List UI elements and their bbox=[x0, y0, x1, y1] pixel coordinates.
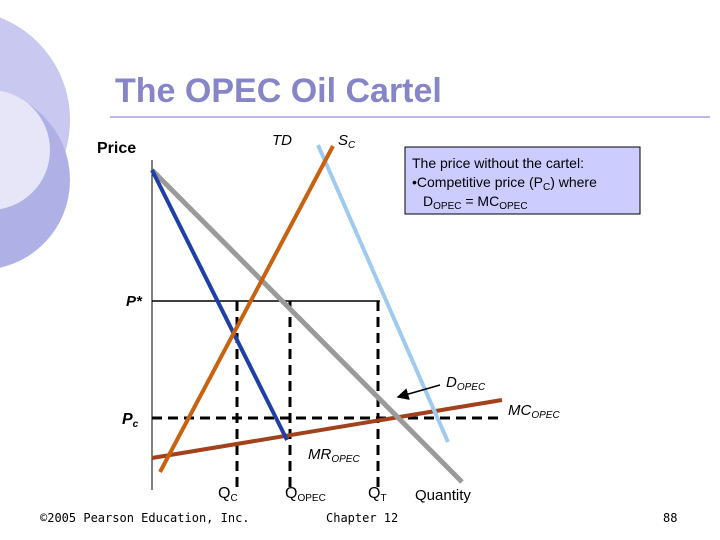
supply-curve bbox=[158, 145, 335, 473]
quantity-label: QT bbox=[368, 485, 387, 504]
subscript: c bbox=[133, 419, 139, 430]
subscript: OPEC bbox=[331, 454, 360, 465]
x-axis-label: Quantity bbox=[415, 487, 471, 504]
quantity-label: QOPEC bbox=[285, 485, 326, 504]
subscript: OPEC bbox=[531, 410, 560, 421]
subscript: C bbox=[230, 493, 237, 504]
title: The OPEC Oil Cartel bbox=[115, 72, 442, 110]
text-run: The price without the cartel: bbox=[412, 155, 584, 171]
subscript: OPEC bbox=[499, 201, 527, 212]
note-line: DOPEC = MCOPEC bbox=[423, 193, 528, 212]
subscript: OPEC bbox=[297, 493, 325, 504]
mr-opec-curve bbox=[150, 169, 289, 441]
sc-label: SC bbox=[338, 132, 356, 151]
p-star-label: P* bbox=[126, 293, 143, 310]
td-label: TD bbox=[272, 132, 292, 149]
text-run: D bbox=[446, 374, 457, 391]
decor-circle bbox=[0, 90, 50, 210]
text-run: MR bbox=[308, 446, 331, 463]
text-run: S bbox=[338, 132, 348, 149]
text-run: ) where bbox=[550, 174, 597, 190]
subscript: T bbox=[380, 493, 386, 504]
y-axis-label: Price bbox=[97, 140, 136, 157]
subscript: OPEC bbox=[457, 382, 486, 393]
note-line: The price without the cartel: bbox=[412, 155, 584, 171]
mc-opec-curve bbox=[151, 398, 503, 460]
text-run: P bbox=[122, 411, 133, 428]
pointer-arrow bbox=[396, 384, 441, 400]
text-run: Q bbox=[368, 485, 380, 502]
subscript: C bbox=[348, 140, 356, 151]
subscript: C bbox=[543, 182, 550, 193]
td-curve bbox=[150, 168, 464, 484]
text-run: D bbox=[423, 193, 433, 209]
mc-opec-label: MCOPEC bbox=[508, 402, 560, 421]
note-box bbox=[404, 146, 641, 215]
d-opec-label: DOPEC bbox=[446, 374, 486, 393]
text-run: •Competitive price (P bbox=[412, 174, 543, 190]
sc-curve bbox=[316, 144, 450, 443]
page-number: 88 bbox=[663, 511, 677, 525]
text-run: Q bbox=[285, 485, 297, 502]
note-line: •Competitive price (PC) where bbox=[412, 174, 597, 193]
text-run: = MC bbox=[461, 193, 499, 209]
pc-label: Pc bbox=[122, 411, 139, 430]
mr-opec-label: MROPEC bbox=[308, 446, 360, 465]
copyright: ©2005 Pearson Education, Inc. bbox=[40, 511, 250, 525]
text-run: Q bbox=[218, 485, 230, 502]
quantity-label: QC bbox=[218, 485, 238, 504]
subscript: OPEC bbox=[433, 201, 461, 212]
chapter: Chapter 12 bbox=[326, 511, 398, 525]
text-run: MC bbox=[508, 402, 531, 419]
